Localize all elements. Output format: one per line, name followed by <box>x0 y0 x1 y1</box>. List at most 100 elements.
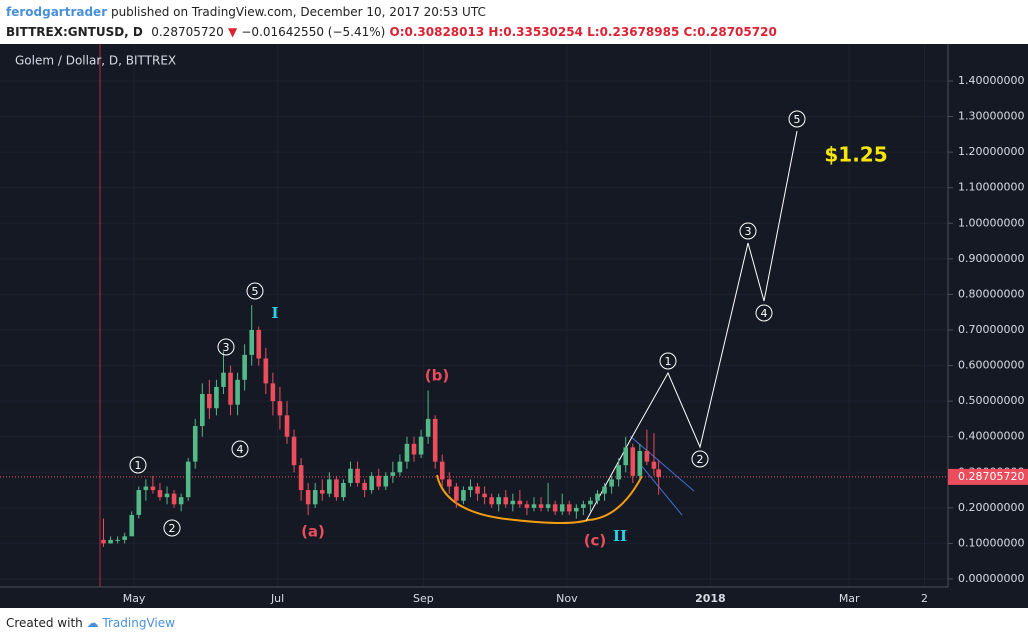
candle-body <box>298 465 304 491</box>
candle-body <box>595 493 600 501</box>
x-tick-label: Jul <box>270 592 284 605</box>
candle-body <box>355 468 360 483</box>
candle-body <box>524 504 530 508</box>
y-tick-label: 0.90000000 <box>958 252 1024 265</box>
x-tick-label: Mar <box>839 592 860 605</box>
candle-body <box>390 472 396 476</box>
wave-circle <box>129 456 147 474</box>
last: 0.28705720 <box>151 25 224 39</box>
candle-body <box>531 504 537 508</box>
candle-body <box>454 486 459 501</box>
candle-body <box>425 418 431 437</box>
footer: Created with ☁ TradingView <box>6 616 175 630</box>
candle-body <box>284 415 290 437</box>
candle-body <box>651 461 657 469</box>
candle-body <box>256 330 262 359</box>
x-tick-label: 2018 <box>695 592 726 605</box>
wave-label: 5 <box>252 285 259 298</box>
wave-label: (b) <box>425 367 449 385</box>
candle-body <box>150 486 156 491</box>
open: O:0.30828013 <box>389 25 485 39</box>
candle-body <box>538 504 544 508</box>
channel-line <box>629 435 695 492</box>
candle-body <box>200 394 205 427</box>
candle-body <box>588 500 593 505</box>
candle-body <box>397 461 403 473</box>
candle-body <box>552 504 558 512</box>
candle-body <box>637 450 643 476</box>
wave-label: 3 <box>745 225 752 238</box>
candle-body <box>461 490 466 501</box>
published: published on TradingView.com, December 1… <box>110 5 486 19</box>
candle-body <box>242 354 247 380</box>
last-price-box <box>948 468 1028 485</box>
candle-body <box>207 394 212 409</box>
brand[interactable]: TradingView <box>102 616 175 630</box>
wave-label: 4 <box>237 443 244 456</box>
last-price-label: 0.28705720 <box>958 470 1024 483</box>
projection-path <box>585 130 798 522</box>
candle-body <box>214 386 219 409</box>
candle-body <box>404 443 410 462</box>
candle-body <box>305 490 311 505</box>
candle-body <box>468 486 473 491</box>
candle-body <box>376 475 382 487</box>
candle-body <box>136 490 142 515</box>
author[interactable]: ferodgartrader <box>6 5 108 19</box>
low: L:0.23678985 <box>587 25 680 39</box>
x-tick-label: May <box>123 592 146 605</box>
change: −0.01642550 (−5.41%) <box>241 25 386 39</box>
candle-body <box>475 486 480 494</box>
quote-line: BITTREX:GNTUSD, D 0.28705720 ▼ −0.016425… <box>6 25 777 39</box>
candle-body <box>439 461 445 480</box>
candle-body <box>129 514 135 537</box>
wave-circle <box>659 352 677 370</box>
background <box>0 44 1028 608</box>
candle-body <box>319 490 325 494</box>
wave-circle <box>739 222 757 240</box>
wave-label: 1 <box>135 459 142 472</box>
candle-body <box>228 372 233 405</box>
y-tick-label: 0.20000000 <box>958 501 1024 514</box>
candle-body <box>143 486 149 491</box>
wave-circle <box>788 110 806 128</box>
publish-line: ferodgartrader published on TradingView.… <box>6 2 777 22</box>
header: ferodgartrader published on TradingView.… <box>6 2 777 42</box>
candle-body <box>496 497 501 505</box>
wave-label: II <box>613 527 627 545</box>
y-tick-label: 0.80000000 <box>958 287 1024 300</box>
wave-label: $1.25 <box>824 143 887 167</box>
candle-body <box>101 539 106 544</box>
wave-label: (c) <box>584 532 607 550</box>
candle-body <box>411 443 417 455</box>
wave-label: 4 <box>761 307 768 320</box>
candle-body <box>644 450 650 462</box>
candle-body <box>616 465 621 480</box>
candle-body <box>157 490 163 498</box>
candle-body <box>164 493 170 498</box>
wave-label: 2 <box>169 522 176 535</box>
created: Created with <box>6 616 83 630</box>
wave-label: I <box>271 304 278 322</box>
wave-label: 3 <box>223 341 230 354</box>
wave-label: (a) <box>301 523 325 541</box>
x-tick-label: Sep <box>413 592 434 605</box>
y-tick-label: 1.00000000 <box>958 216 1024 229</box>
candle-body <box>369 475 374 491</box>
candle-body <box>418 436 424 455</box>
chart-title: Golem / Dollar, D, BITTREX <box>15 54 176 68</box>
candle-body <box>489 497 494 505</box>
candle-body <box>263 358 269 384</box>
y-tick-label: 0.40000000 <box>958 430 1024 443</box>
y-tick-label: 1.40000000 <box>958 74 1024 87</box>
wave-circle <box>217 338 235 356</box>
wave-circle <box>691 450 709 468</box>
candle-body <box>566 504 572 512</box>
wave-label: 5 <box>794 113 801 126</box>
candle-body <box>602 486 607 494</box>
candle-body <box>510 500 516 505</box>
candle-body <box>108 539 113 544</box>
candle-body <box>221 372 226 387</box>
candle-body <box>235 379 240 405</box>
candle-body <box>545 504 551 508</box>
